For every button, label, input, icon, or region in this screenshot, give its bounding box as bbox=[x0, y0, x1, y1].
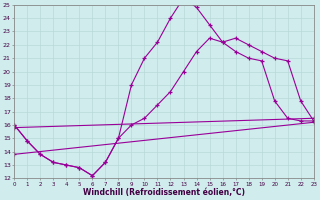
X-axis label: Windchill (Refroidissement éolien,°C): Windchill (Refroidissement éolien,°C) bbox=[83, 188, 245, 197]
